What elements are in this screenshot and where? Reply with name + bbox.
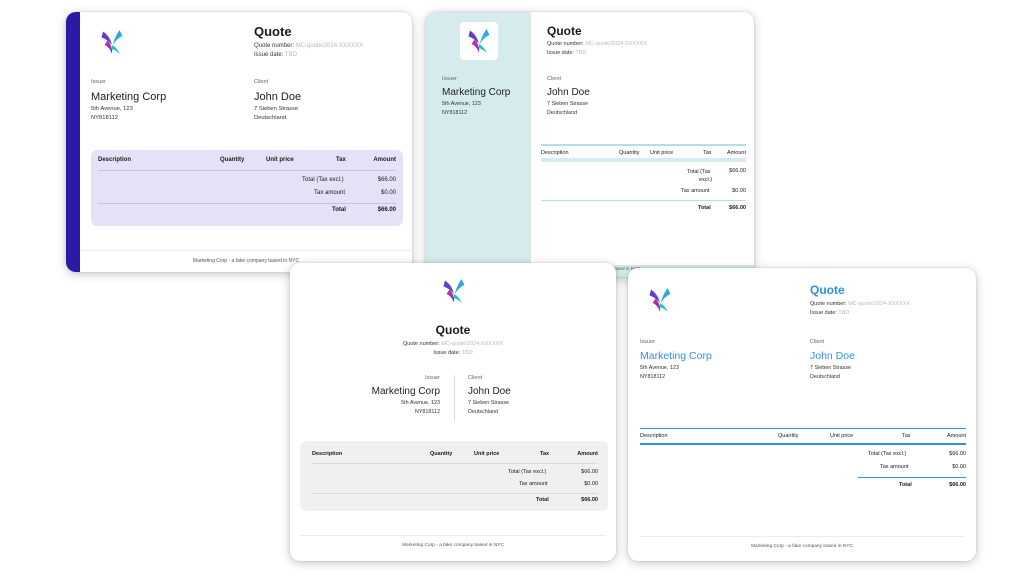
issuer-block: Issuer Marketing Corp 5th Avenue, 123 NY… xyxy=(371,375,440,415)
company-logo xyxy=(460,22,498,60)
footer-divider xyxy=(640,536,964,537)
th-amount: Amount xyxy=(373,157,396,163)
footer-divider xyxy=(300,535,606,536)
quote-card-teal[interactable]: Quote Quote number: MC-quote/2024-XXXXXX… xyxy=(426,12,754,277)
client-name: John Doe xyxy=(254,91,302,103)
company-logo xyxy=(640,280,680,320)
quote-meta: Quote number: MC-quote/2024-XXXXXX Issue… xyxy=(403,341,503,356)
line-items-table: Description Quantity Unit price Tax Amou… xyxy=(98,157,396,220)
quote-meta: Quote number: MC-quote/2024-XXXXXX Issue… xyxy=(810,301,910,316)
issuer-name: Marketing Corp xyxy=(640,350,712,362)
total-excl-value: $66.00 xyxy=(377,177,396,183)
th-quantity: Quantity xyxy=(220,157,245,163)
party-divider xyxy=(454,375,455,421)
client-label: Client xyxy=(254,79,269,85)
issuer-block: Issuer Marketing Corp 5th Avenue, 123 NY… xyxy=(91,79,166,122)
client-address-2: Deutschland xyxy=(254,114,287,121)
quote-title: Quote xyxy=(254,24,292,39)
issuer-name: Marketing Corp xyxy=(442,87,511,98)
client-address-1: 7 Sieben Strasse xyxy=(254,106,299,112)
line-items-table: Description Quantity Unit price Tax Amou… xyxy=(640,428,966,495)
tax-amount-label: Tax amount xyxy=(314,190,346,196)
quote-title: Quote xyxy=(547,24,582,38)
client-name: John Doe xyxy=(810,350,855,362)
issue-date: TBD xyxy=(284,52,297,58)
quote-title: Quote xyxy=(435,323,471,337)
client-block: Client John Doe 7 Sieben Strasse Deutsch… xyxy=(254,79,301,122)
quote-card-blue[interactable]: Quote Quote number: MC-quote/2024-XXXXXX… xyxy=(628,268,976,561)
issuer-address-1: 5th Avenue, 123 xyxy=(91,106,133,112)
footer-text: Marketing Corp - a fake company based in… xyxy=(192,258,300,264)
quote-card-lavender[interactable]: Quote Quote number: MC-quote/2024-XXXXXX… xyxy=(66,12,412,272)
tax-amount-value: $0.00 xyxy=(380,190,396,196)
client-name: John Doe xyxy=(547,87,590,98)
quote-title: Quote xyxy=(810,283,845,297)
footer-text: Marketing Corp - a fake company based in… xyxy=(751,544,853,549)
issuer-block: Issuer Marketing Corp 5th Avenue, 123 NY… xyxy=(640,339,712,380)
issuer-address-2: NY818112 xyxy=(91,114,118,121)
line-items-table: Description Quantity Unit price Tax Amou… xyxy=(541,144,746,218)
th-description: Description xyxy=(98,157,132,163)
footer-divider xyxy=(80,250,412,251)
issuer-block: Issuer Marketing Corp 5th Avenue, 123 NY… xyxy=(442,76,511,116)
quote-number: MC-quote/2024-XXXXXX xyxy=(295,43,364,49)
client-name: John Doe xyxy=(468,386,511,397)
quote-meta: Quote number: MC-quote/2024-XXXXXX Issue… xyxy=(547,41,647,56)
table-background xyxy=(91,150,403,226)
table-background xyxy=(300,441,608,511)
issuer-label: Issuer xyxy=(91,79,106,85)
company-logo xyxy=(92,22,132,62)
line-items-table: Description Quantity Unit price Tax Amou… xyxy=(312,451,598,503)
total-value: $66.00 xyxy=(377,207,396,213)
total-label: Total xyxy=(332,207,346,213)
th-unit-price: Unit price xyxy=(266,157,294,163)
client-block: Client John Doe 7 Sieben Strasse Deutsch… xyxy=(810,339,855,380)
client-block: Client John Doe 7 Sieben Strasse Deutsch… xyxy=(547,76,590,116)
issuer-name: Marketing Corp xyxy=(371,386,440,397)
th-tax: Tax xyxy=(336,157,346,163)
footer-text-partial: based in NYC xyxy=(612,266,641,271)
client-block: Client John Doe 7 Sieben Strasse Deutsch… xyxy=(468,375,511,415)
quote-meta: Quote number: MC-quote/2024-XXXXXX Issue… xyxy=(254,43,364,58)
quote-card-centered[interactable]: Quote Quote number: MC-quote/2024-XXXXXX… xyxy=(290,263,616,561)
issuer-name: Marketing Corp xyxy=(91,91,167,103)
footer-text: Marketing Corp - a fake company based in… xyxy=(402,543,504,548)
accent-stripe xyxy=(66,12,80,272)
total-excl-label: Total (Tax excl.) xyxy=(302,177,344,183)
company-logo xyxy=(434,271,474,311)
